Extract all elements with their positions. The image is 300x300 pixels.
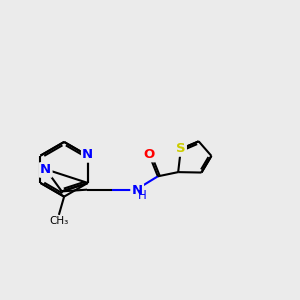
Text: S: S [176, 142, 186, 155]
Text: H: H [138, 190, 146, 202]
Text: N: N [82, 148, 93, 161]
Text: N: N [40, 164, 51, 176]
Text: CH₃: CH₃ [49, 215, 68, 226]
Text: N: N [132, 184, 143, 197]
Text: O: O [143, 148, 155, 161]
